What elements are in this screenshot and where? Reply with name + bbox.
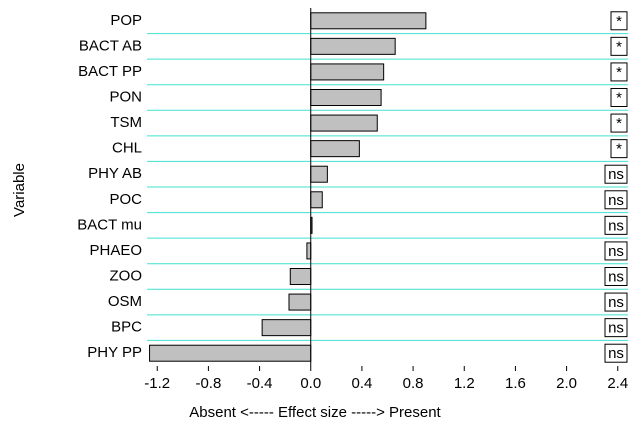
y-tick-label: POC [109, 191, 142, 208]
significance-box [604, 190, 628, 210]
x-tick-label: 0.8 [403, 375, 424, 392]
bar [310, 89, 382, 106]
y-tick-label: BACT mu [77, 216, 142, 233]
significance-label: ns [608, 192, 624, 209]
significance-label: * [616, 13, 622, 30]
x-tick-label: -0.4 [247, 375, 273, 392]
y-tick-label: PHAEO [89, 242, 142, 259]
bar [310, 165, 328, 183]
y-tick-label: PHY AB [88, 165, 142, 182]
significance-box [610, 113, 628, 133]
y-tick-label: TSM [110, 114, 142, 131]
y-tick-label: OSM [108, 293, 142, 310]
significance-label: ns [608, 345, 624, 362]
y-tick-label: BACT PP [78, 63, 142, 80]
x-axis-label: Absent <----- Effect size -----> Present [189, 404, 441, 421]
significance-label: ns [608, 243, 624, 260]
significance-box [610, 88, 628, 107]
significance-label: ns [608, 294, 624, 311]
significance-box [604, 318, 628, 338]
significance-label: ns [608, 320, 624, 337]
significance-box [604, 292, 628, 312]
x-tick-label: 1.2 [454, 375, 475, 392]
bar [306, 242, 312, 260]
significance-label: ns [608, 268, 624, 285]
x-tick-label: 1.6 [505, 375, 526, 392]
bar [289, 268, 312, 285]
significance-box [604, 267, 628, 286]
significance-box [610, 139, 628, 159]
y-tick-label: ZOO [110, 267, 143, 284]
significance-box [604, 343, 628, 363]
bar [310, 37, 396, 55]
significance-label: * [616, 89, 622, 106]
y-tick-label: PON [109, 88, 142, 105]
significance-label: * [616, 115, 622, 132]
bar [261, 319, 312, 337]
x-tick-label: 2.4 [607, 375, 628, 392]
significance-box [610, 36, 628, 56]
y-tick-label: CHL [112, 140, 142, 157]
bar [310, 63, 385, 81]
significance-box [610, 62, 628, 82]
x-tick-label: 2.0 [556, 375, 577, 392]
x-tick-label: -1.2 [144, 375, 170, 392]
significance-box [604, 241, 628, 261]
significance-label: * [616, 38, 622, 55]
significance-label: ns [608, 217, 624, 234]
significance-label: * [616, 141, 622, 158]
bar [310, 140, 360, 158]
significance-label: * [616, 64, 622, 81]
x-tick-label: 0.4 [351, 375, 372, 392]
bar [310, 12, 427, 30]
y-tick-label: PHY PP [87, 344, 142, 361]
y-tick-label: BPC [111, 319, 142, 336]
bar [310, 191, 323, 209]
y-tick-label: BACT AB [79, 37, 142, 54]
bar [310, 114, 378, 132]
significance-label: ns [608, 166, 624, 183]
significance-box [604, 164, 628, 184]
significance-box [610, 11, 628, 31]
x-tick-label: 0.0 [300, 375, 321, 392]
bar [288, 293, 312, 311]
bar [149, 344, 312, 362]
y-tick-label: POP [110, 12, 142, 29]
y-axis-label: Variable [11, 163, 28, 217]
significance-box [604, 215, 628, 235]
x-tick-label: -0.8 [195, 375, 221, 392]
